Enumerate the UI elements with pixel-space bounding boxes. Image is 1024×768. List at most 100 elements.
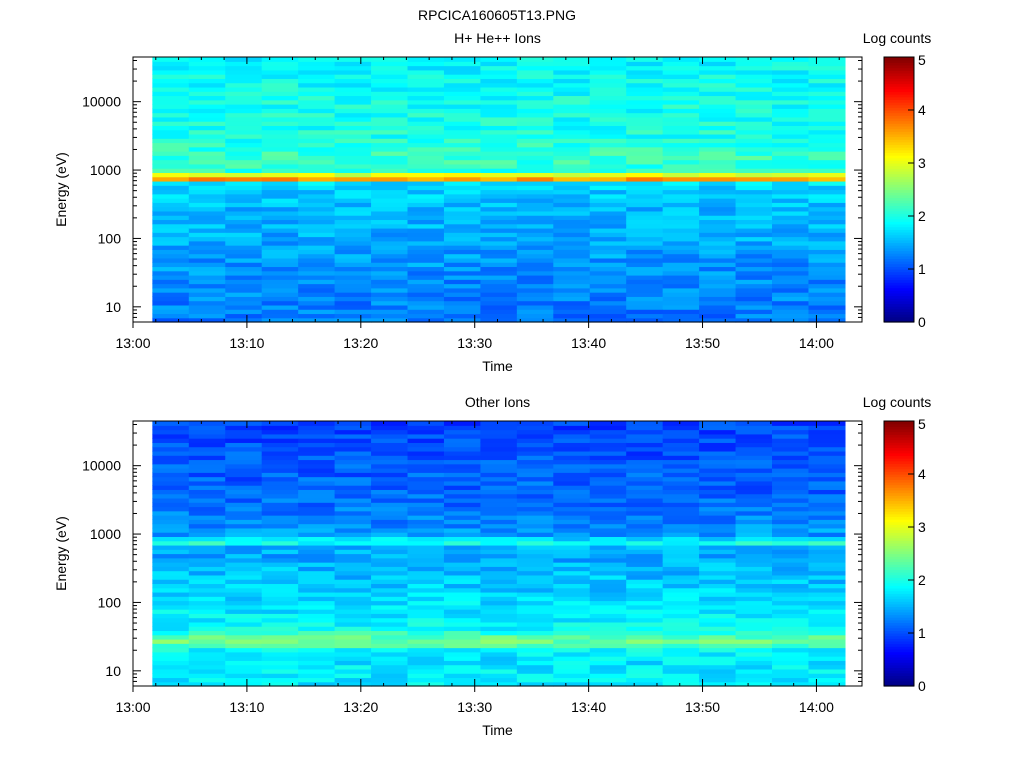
heatmap-cell xyxy=(626,476,664,482)
heatmap-cell xyxy=(808,296,846,302)
heatmap-cell xyxy=(225,313,263,319)
colorbar-segment xyxy=(884,614,914,618)
heatmap-cell xyxy=(808,523,846,529)
heatmap-cell xyxy=(443,433,482,439)
heatmap-cell xyxy=(152,219,190,225)
heatmap-cell xyxy=(626,681,664,687)
heatmap-cell xyxy=(261,566,299,572)
heatmap-cell xyxy=(480,223,518,229)
colorbar-segment xyxy=(884,630,914,634)
colorbar-segment xyxy=(884,577,914,581)
heatmap-cell xyxy=(443,176,482,182)
heatmap-cell xyxy=(298,227,336,233)
heatmap-cell xyxy=(553,583,591,589)
heatmap-cell xyxy=(371,621,409,627)
heatmap-cell xyxy=(371,236,409,242)
heatmap-cell xyxy=(699,65,737,71)
colorbar-segment xyxy=(884,558,914,563)
heatmap-cell xyxy=(188,630,226,636)
heatmap-cell xyxy=(298,69,336,75)
heatmap-cell xyxy=(662,193,700,199)
heatmap-cell xyxy=(443,257,482,263)
heatmap-cell xyxy=(298,455,336,461)
heatmap-cell xyxy=(808,459,846,465)
heatmap-cell xyxy=(553,591,591,597)
heatmap-cell xyxy=(298,210,336,216)
heatmap-cell xyxy=(699,502,737,508)
colorbar-segment xyxy=(884,550,914,555)
heatmap-cell xyxy=(516,227,554,233)
heatmap-cell xyxy=(735,493,773,499)
heatmap-cell xyxy=(735,579,773,585)
colorbar-segment xyxy=(884,144,914,148)
heatmap-cell xyxy=(772,245,810,250)
heatmap-cell xyxy=(735,317,773,323)
heatmap-cell xyxy=(443,159,482,165)
heatmap-cell xyxy=(407,99,445,105)
colorbar-segment xyxy=(884,505,914,510)
heatmap-cell xyxy=(188,425,226,431)
heatmap-cell xyxy=(699,240,737,246)
heatmap-cell xyxy=(735,476,773,482)
heatmap-cell xyxy=(516,583,554,589)
heatmap-cell xyxy=(735,138,773,144)
heatmap-cell xyxy=(298,519,336,525)
heatmap-cell xyxy=(772,489,810,495)
heatmap-cell xyxy=(371,112,409,118)
heatmap-cell xyxy=(407,617,445,623)
heatmap-cell xyxy=(808,116,846,122)
heatmap-cell xyxy=(699,515,737,520)
heatmap-cell xyxy=(225,257,263,263)
heatmap-cell xyxy=(298,159,336,165)
heatmap-cell xyxy=(699,146,737,152)
heatmap-cell xyxy=(699,510,737,516)
heatmap-cell xyxy=(298,463,336,469)
heatmap-cell xyxy=(188,562,226,567)
heatmap-cell xyxy=(662,189,700,195)
heatmap-cell xyxy=(225,223,263,229)
heatmap-cell xyxy=(261,168,299,173)
heatmap-cell xyxy=(225,604,263,610)
heatmap-cell xyxy=(553,232,591,238)
heatmap-cell xyxy=(589,163,627,169)
heatmap-cell xyxy=(152,262,190,268)
heatmap-cell xyxy=(443,562,482,567)
heatmap-cell xyxy=(553,600,591,606)
heatmap-cell xyxy=(407,69,445,75)
heatmap-cell xyxy=(261,95,299,101)
heatmap-cell xyxy=(443,287,482,293)
heatmap-cell xyxy=(772,215,810,221)
heatmap-cell xyxy=(553,202,591,208)
heatmap-cell xyxy=(188,185,226,191)
heatmap-cell xyxy=(261,681,299,687)
heatmap-cell xyxy=(334,442,372,448)
heatmap-cell xyxy=(516,91,554,97)
heatmap-cell xyxy=(808,647,846,653)
heatmap-cell xyxy=(371,266,409,272)
heatmap-cell xyxy=(589,613,627,619)
heatmap-cell xyxy=(443,210,482,216)
colorbar-segment xyxy=(884,455,914,459)
heatmap-cell xyxy=(152,65,190,71)
colorbar-segment xyxy=(884,651,914,655)
heatmap-cell xyxy=(516,677,554,683)
heatmap-cell xyxy=(480,600,518,606)
colorbar-segment xyxy=(884,625,914,629)
heatmap-cell xyxy=(261,99,299,105)
heatmap-cell xyxy=(188,91,226,97)
heatmap-cell xyxy=(225,544,263,550)
heatmap-cell xyxy=(298,266,336,272)
heatmap-cell xyxy=(371,472,409,478)
heatmap-cell xyxy=(152,163,190,169)
heatmap-cell xyxy=(225,493,263,499)
heatmap-cell xyxy=(735,600,773,606)
heatmap-cell xyxy=(589,591,627,597)
heatmap-cell xyxy=(225,446,263,452)
heatmap-cell xyxy=(334,142,372,148)
heatmap-cell xyxy=(480,609,518,614)
heatmap-cell xyxy=(188,198,226,203)
heatmap-cell xyxy=(516,185,554,191)
heatmap-cell xyxy=(261,129,299,135)
heatmap-cell xyxy=(298,257,336,263)
heatmap-cell xyxy=(261,317,299,323)
